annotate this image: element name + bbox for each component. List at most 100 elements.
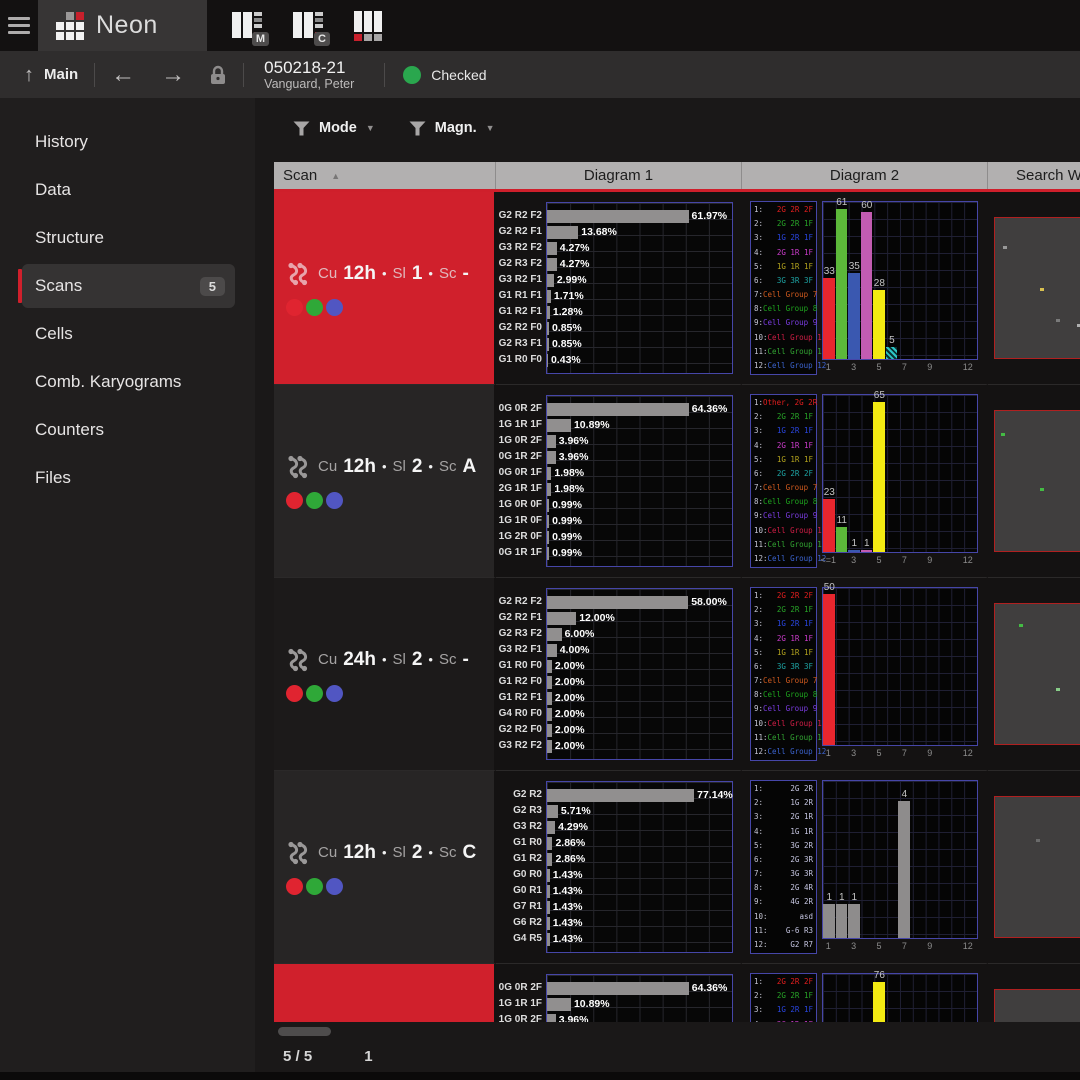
diagram2-x-axis: 1357912 [822, 746, 978, 761]
karyogram-m-icon[interactable]: M [229, 8, 265, 44]
scan-letter-label: Sc [439, 844, 457, 861]
scan-cell[interactable]: Cu12h•Sl1•Sc- [274, 964, 496, 1022]
sidebar-item-scans[interactable]: Scans5 [22, 264, 235, 308]
legend-number: 8: [754, 304, 763, 314]
scan-row[interactable]: Cu12h•Sl1•Sc-0G 0R 2F1G 1R 1F1G 0R 2F0G … [274, 964, 1080, 1022]
sidebar: History Data StructureScans5CellsComb. Kar… [0, 98, 255, 1080]
search-window-thumbnail[interactable] [994, 410, 1080, 552]
channel-dot [306, 878, 323, 895]
diagram1-category-label: G4 R0 F0 [498, 706, 546, 722]
legend-entry: 3:1G 2R 1F [754, 619, 813, 629]
karyogram-c-icon[interactable]: C [290, 8, 326, 44]
diagram1-category-label: G2 R3 F2 [498, 256, 546, 272]
scan-cell[interactable]: Cu24h•Sl2•Sc- [274, 578, 496, 771]
filter-button-mode[interactable]: Mode▼ [293, 120, 375, 136]
scan-row[interactable]: Cu12h•Sl2•ScCG2 R2G2 R3G3 R2G1 R0G1 R2G0… [274, 771, 1080, 964]
up-arrow-icon[interactable]: ↑ [24, 65, 34, 85]
back-arrow-icon[interactable]: ← [111, 65, 135, 85]
chromosome-icon [286, 261, 312, 287]
diagram1-category-label: 1G 0R 2F [498, 1012, 546, 1022]
channel-dot [326, 878, 343, 895]
main-breadcrumb[interactable]: Main [44, 66, 78, 83]
search-window-thumbnail[interactable] [994, 603, 1080, 745]
scan-cell[interactable]: Cu12h•Sl2•ScA [274, 385, 496, 578]
diagram2-plot: 1114 [822, 780, 978, 939]
scan-letter-label: Sc [439, 651, 457, 668]
bar [547, 435, 556, 448]
bar [547, 467, 551, 480]
legend-entry: 11:Cell Group 11 [754, 733, 813, 743]
bar-value-label: 0.99% [552, 515, 582, 527]
legend-entry: 3:2G 1R [754, 812, 813, 822]
app-tab-neon[interactable]: Neon [38, 0, 207, 51]
legend-label: Cell Group 11 [768, 347, 827, 357]
hamburger-menu-icon[interactable] [0, 0, 38, 51]
diagram1-category-label: G2 R2 F1 [498, 224, 546, 240]
column-header-scan[interactable]: Scan▲ [274, 162, 496, 189]
search-window-thumbnail[interactable] [994, 989, 1080, 1022]
column-header-diagram-1[interactable]: Diagram 1 [496, 162, 742, 189]
sidebar-item-structure[interactable]: Structure [22, 216, 235, 260]
scan-cell[interactable]: Cu12h•Sl2•ScC [274, 771, 496, 964]
sidebar-item-cells[interactable]: Cells [22, 312, 235, 356]
legend-entry: 4:1G 1R [754, 827, 813, 837]
sidebar-item-history[interactable]: History [22, 120, 235, 164]
legend-label: G2 R7 [790, 940, 813, 950]
legend-label: 3G 2R [790, 841, 813, 851]
legend-entry: 8:Cell Group 8 [754, 690, 813, 700]
diagram2-plot-area: 501357912 [822, 587, 978, 761]
legend-label: Cell Group 9 [763, 704, 817, 714]
legend-entry: 4: 2G 1R 1F [754, 248, 813, 258]
forward-arrow-icon[interactable]: → [161, 65, 185, 85]
diagram1-category-label: 1G 1R 0F [498, 513, 546, 529]
diagram1-bar-row: 13.68% [547, 224, 732, 240]
legend-label: 2G 1R 1F [777, 248, 813, 258]
legend-number: 3: [754, 233, 763, 243]
sidebar-item-files[interactable]: Files [22, 456, 235, 500]
search-window-thumbnail[interactable] [994, 796, 1080, 938]
bars-icon[interactable] [351, 8, 387, 44]
lock-icon[interactable] [209, 65, 227, 85]
horizontal-scrollbar-thumb[interactable] [278, 1027, 331, 1036]
top-bar: Neon M C [0, 0, 1080, 51]
scan-row[interactable]: Cu24h•Sl2•Sc-G2 R2 F2G2 R2 F1G2 R3 F2G3 … [274, 578, 1080, 771]
legend-number: 12: [754, 554, 768, 564]
scan-letter: C [463, 842, 477, 864]
sidebar-item-data[interactable]: Data [22, 168, 235, 212]
column-header-diagram-2[interactable]: Diagram 2 [742, 162, 988, 189]
bar [547, 628, 562, 641]
x-tick-label: <=1 [817, 555, 839, 565]
page-number[interactable]: 1 [364, 1048, 372, 1065]
legend-number: 4: [754, 248, 763, 258]
bar-value-label: 2.00% [555, 724, 585, 736]
bullet: • [382, 845, 387, 860]
scan-row[interactable]: Cu12h•Sl2•ScA0G 0R 2F1G 1R 1F1G 0R 2F0G … [274, 385, 1080, 578]
slide-number: 2 [412, 456, 423, 478]
diagram1-bar-row: 1.98% [547, 465, 732, 481]
column-header-search-w[interactable]: Search W [988, 162, 1080, 189]
legend-number: 11: [754, 733, 768, 743]
bar-value-label: 3.96% [559, 435, 589, 447]
sidebar-item-label: Data [35, 180, 71, 200]
column-header-label: Scan [283, 167, 317, 184]
bar [547, 933, 550, 946]
sidebar-item-counters[interactable]: Counters [22, 408, 235, 452]
filter-button-magn[interactable]: Magn.▼ [409, 120, 495, 136]
column-header-label: Diagram 2 [830, 167, 899, 184]
legend-number: 11: [754, 347, 768, 357]
top-icon-group: M C [229, 0, 387, 51]
legend-entry: 8:Cell Group 8 [754, 497, 813, 507]
legend-entry: 2:2G 2R 1F [754, 219, 813, 229]
bar-value-label: 0.99% [552, 547, 582, 559]
diagram1-plot: 77.14%5.71%4.29%2.86%2.86%1.43%1.43%1.43… [546, 781, 733, 953]
scan-row[interactable]: Cu12h•Sl1•Sc-G2 R2 F2G2 R2 F1G3 R2 F2G2 … [274, 192, 1080, 385]
search-window-thumbnail[interactable] [994, 217, 1080, 359]
legend-label: 3G 3R [790, 869, 813, 879]
bar-value-label: 65 [861, 390, 899, 401]
bar [547, 451, 556, 464]
diagram2-plot: 50 [822, 587, 978, 746]
legend-number: 5: [754, 455, 763, 465]
scan-cell[interactable]: Cu12h•Sl1•Sc- [274, 192, 496, 385]
sidebar-item-comb-karyograms[interactable]: Comb. Karyograms [22, 360, 235, 404]
legend-label: 2G 3R [790, 855, 813, 865]
